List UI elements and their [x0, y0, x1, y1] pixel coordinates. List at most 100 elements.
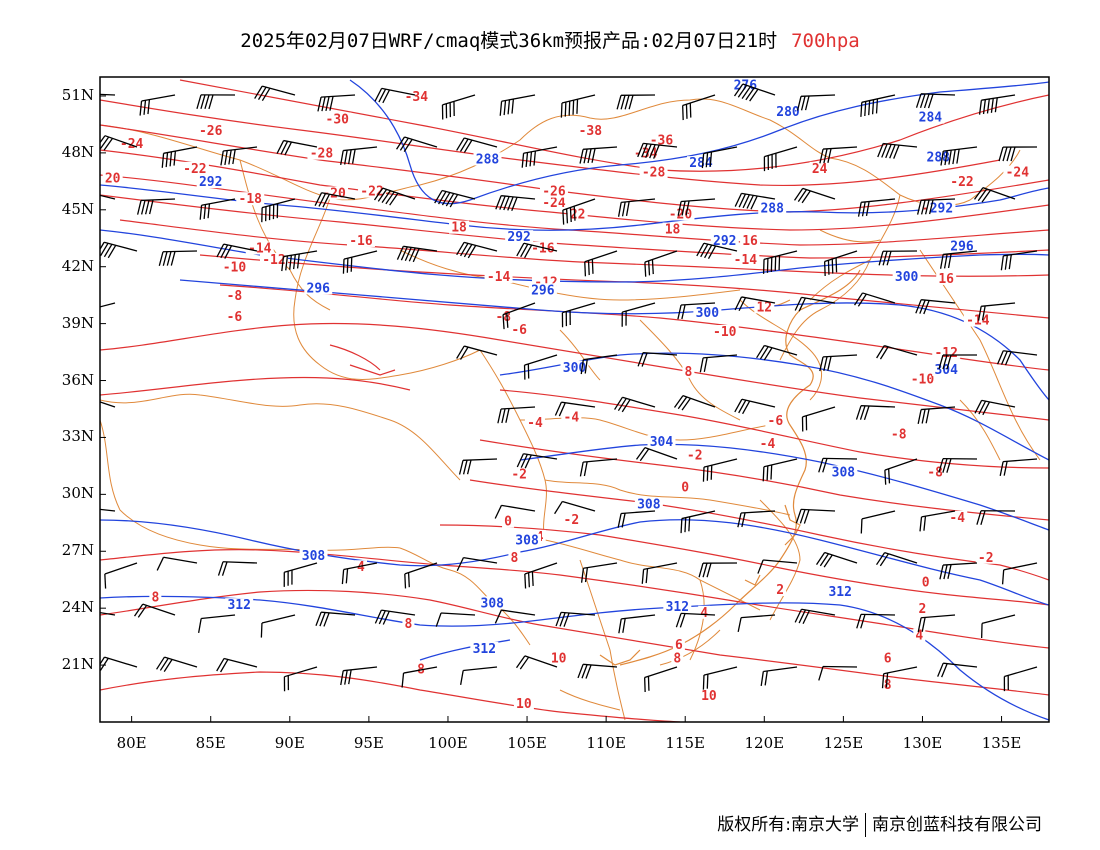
- temperature-label-bg: [449, 220, 470, 234]
- wind-barb: [637, 351, 678, 367]
- footer-divider: [865, 813, 866, 837]
- temperature-label: 2: [919, 602, 927, 617]
- wind-barb: [916, 198, 956, 215]
- height-label-bg: [513, 533, 542, 547]
- temperature-label-bg: [196, 123, 225, 137]
- x-tick-label: 105E: [507, 734, 547, 752]
- temperature-label-bg: [484, 269, 513, 283]
- temperature-label-bg: [220, 260, 249, 274]
- height-label: 292: [199, 175, 222, 190]
- wind-barb: [456, 241, 498, 259]
- wind-barb: [1000, 250, 1038, 271]
- wind-barb: [495, 195, 536, 212]
- temperature-label: -10: [713, 325, 737, 340]
- height-label: 308: [637, 498, 661, 513]
- temperature-label: -2: [687, 448, 703, 463]
- temperature-label: 8: [884, 678, 892, 693]
- wind-barb: [919, 510, 956, 532]
- temperature-label: 0: [504, 515, 512, 530]
- wind-barb: [917, 406, 956, 424]
- wind-barb: [794, 296, 836, 312]
- height-label-bg: [478, 596, 507, 610]
- temperature-label: -18: [239, 192, 263, 207]
- wind-barb: [977, 302, 1016, 321]
- temperature-label: -24: [1006, 166, 1030, 181]
- wind-barb: [456, 556, 498, 572]
- temperature-label: -10: [911, 372, 935, 387]
- height-label-bg: [916, 110, 945, 124]
- title-level: 700hpa: [791, 30, 860, 52]
- temperature-label: 8: [684, 365, 692, 380]
- wind-barb: [158, 250, 198, 266]
- wind-barb: [644, 250, 678, 277]
- wind-barb: [973, 186, 1016, 203]
- x-tick-label: 85E: [195, 734, 226, 752]
- wind-barb: [100, 656, 138, 671]
- x-tick-label: 90E: [274, 734, 305, 752]
- temperature-label-bg: [117, 137, 146, 151]
- wind-barb: [794, 608, 836, 625]
- temperature-label: 6: [675, 638, 683, 653]
- y-tick-label: 24N: [61, 598, 94, 617]
- height-label: 288: [760, 202, 784, 217]
- y-tick-label: 39N: [61, 313, 94, 332]
- wind-barb: [283, 666, 318, 692]
- temperature-label-bg: [947, 510, 968, 524]
- temperature-label-bg: [509, 467, 530, 481]
- temperature-label: -10: [223, 261, 247, 276]
- y-tick-label: 51N: [61, 85, 94, 104]
- wind-barb: [737, 510, 776, 528]
- wind-barb: [795, 508, 836, 524]
- height-label: 296: [950, 240, 974, 255]
- temperature-label: -26: [199, 124, 223, 139]
- height-label-bg: [774, 104, 803, 118]
- temperature-label: -8: [227, 289, 243, 304]
- wind-barb: [374, 609, 416, 625]
- temperature-label: 20: [105, 171, 121, 186]
- temperature-label-bg: [180, 161, 209, 175]
- temperature-label-bg: [346, 233, 375, 247]
- temperature-label: -4: [564, 410, 580, 425]
- wind-barb: [281, 250, 318, 272]
- temperature-label: 16: [938, 272, 954, 287]
- temperature-label-bg: [765, 414, 786, 428]
- wind-barb: [260, 614, 296, 638]
- wind-barbs: [100, 83, 1038, 693]
- wind-barb: [682, 94, 716, 121]
- wind-barb: [976, 510, 1016, 525]
- temperature-label: -6: [511, 323, 527, 338]
- temperature-label: -4: [949, 511, 965, 526]
- temperature-label: -14: [248, 242, 272, 257]
- temperature-label: 2: [776, 583, 784, 598]
- y-tick-label: 21N: [61, 655, 94, 674]
- height-label: 288: [927, 150, 951, 165]
- wind-barb: [677, 302, 716, 320]
- wind-barb: [584, 250, 618, 277]
- wind-barb: [456, 345, 498, 360]
- temperature-label: -16: [531, 242, 555, 257]
- wind-barb: [878, 250, 918, 266]
- x-tick-label: 115E: [665, 734, 705, 752]
- temperature-label-bg: [508, 550, 521, 564]
- wind-barb: [560, 94, 596, 118]
- wind-barb: [196, 94, 236, 110]
- wind-barb: [283, 562, 318, 587]
- wind-barb: [796, 94, 836, 111]
- temperature-label-bg: [224, 309, 245, 323]
- temperature-label-bg: [102, 171, 123, 185]
- temperature-label: -20: [669, 207, 693, 222]
- wind-barb: [435, 612, 476, 627]
- temperature-contours: [100, 79, 1049, 722]
- wind-barb: [884, 458, 918, 485]
- height-label: 284: [689, 156, 713, 171]
- height-label-bg: [829, 465, 858, 479]
- temperature-label: 8: [510, 551, 518, 566]
- wind-barb: [875, 551, 918, 567]
- temperature-label: -4: [527, 416, 543, 431]
- temperature-label: -16: [349, 234, 373, 249]
- height-label: 304: [934, 363, 958, 378]
- temperature-label-bg: [323, 112, 352, 126]
- wind-barb: [396, 136, 438, 152]
- wind-barb: [818, 665, 858, 681]
